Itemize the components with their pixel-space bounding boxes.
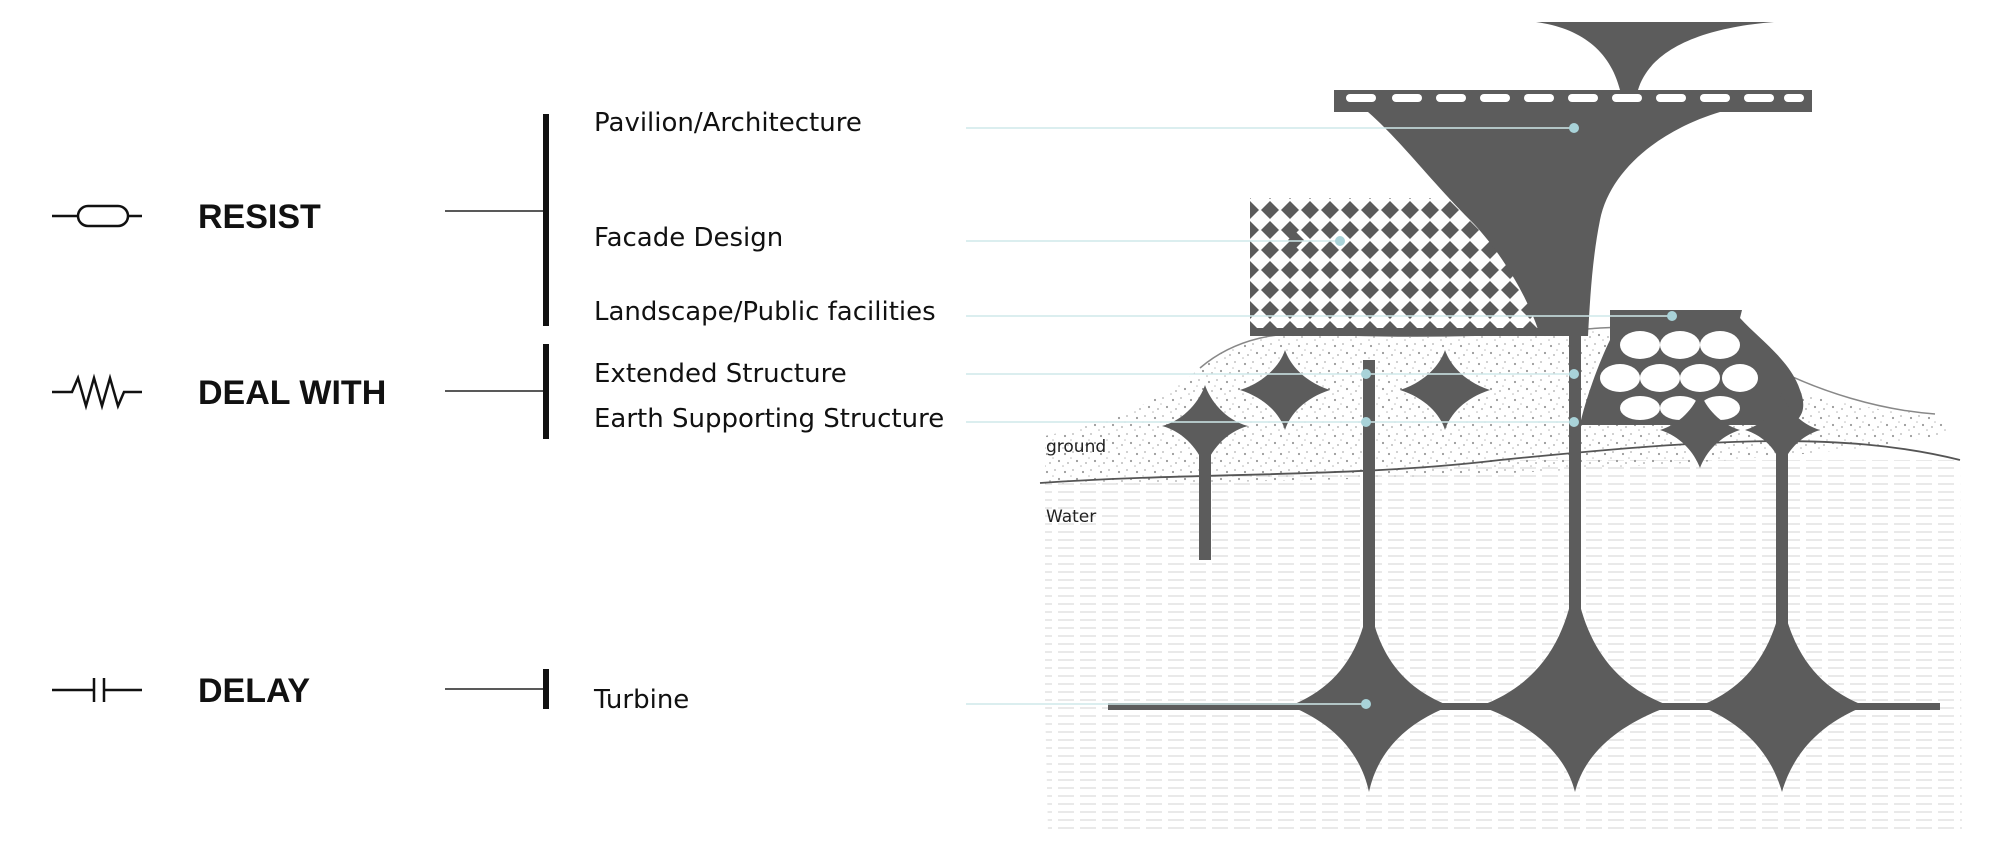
turbine-structure bbox=[1108, 580, 1940, 792]
anchor-dots bbox=[1335, 123, 1677, 709]
capacitor-icon bbox=[52, 678, 142, 702]
turbine-platform bbox=[1108, 703, 1940, 710]
category-label-deal-with: DEAL WITH bbox=[198, 374, 386, 412]
item-label-facade: Facade Design bbox=[594, 223, 783, 253]
zone-label-ground: ground bbox=[1046, 437, 1106, 457]
zone-label-water: Water bbox=[1046, 507, 1096, 527]
category-connectors bbox=[445, 210, 545, 690]
leader-lines bbox=[966, 127, 1672, 705]
item-label-turbine: Turbine bbox=[593, 685, 689, 715]
category-label-resist: RESIST bbox=[198, 198, 321, 236]
resistor-capsule-icon bbox=[52, 204, 142, 228]
item-label-pavilion: Pavilion/Architecture bbox=[594, 108, 862, 138]
category-label-delay: DELAY bbox=[198, 672, 310, 710]
canopy-slots bbox=[1346, 94, 1804, 102]
water-line bbox=[1039, 440, 1961, 484]
water-body bbox=[1045, 460, 1962, 832]
item-label-extended-structure: Extended Structure bbox=[594, 359, 847, 389]
item-label-earth-supporting: Earth Supporting Structure bbox=[594, 404, 944, 434]
facade-star-ornament bbox=[1288, 232, 1304, 248]
zigzag-resistor-icon bbox=[52, 373, 142, 411]
item-label-landscape: Landscape/Public facilities bbox=[594, 297, 936, 327]
landscape-cell-openings bbox=[1600, 331, 1758, 420]
